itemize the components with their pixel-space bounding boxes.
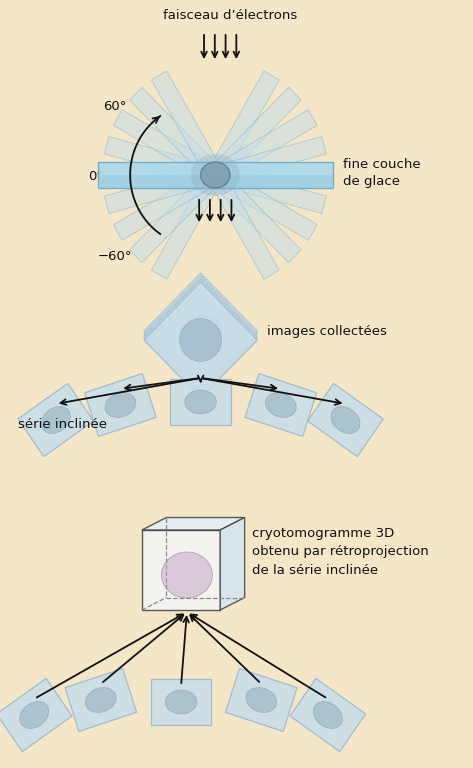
Polygon shape bbox=[114, 110, 317, 240]
Polygon shape bbox=[105, 137, 326, 214]
Polygon shape bbox=[65, 669, 137, 731]
Polygon shape bbox=[18, 383, 94, 457]
Polygon shape bbox=[220, 518, 245, 610]
Text: cryotomogramme 3D
obtenu par rétroprojection
de la série inclinée: cryotomogramme 3D obtenu par rétroprojec… bbox=[253, 528, 429, 577]
Ellipse shape bbox=[180, 319, 221, 361]
Polygon shape bbox=[142, 530, 220, 610]
Ellipse shape bbox=[191, 154, 240, 196]
Polygon shape bbox=[245, 373, 316, 436]
Ellipse shape bbox=[41, 406, 70, 433]
Text: série inclinée: série inclinée bbox=[18, 419, 106, 432]
Polygon shape bbox=[151, 71, 279, 279]
Ellipse shape bbox=[331, 406, 360, 433]
Ellipse shape bbox=[165, 690, 197, 714]
Polygon shape bbox=[0, 678, 72, 752]
Polygon shape bbox=[226, 669, 297, 731]
Text: fine couche
de glace: fine couche de glace bbox=[342, 157, 420, 188]
Ellipse shape bbox=[246, 687, 277, 713]
Polygon shape bbox=[130, 88, 301, 263]
Ellipse shape bbox=[85, 687, 116, 713]
Polygon shape bbox=[170, 379, 231, 425]
Ellipse shape bbox=[161, 552, 212, 598]
Ellipse shape bbox=[265, 392, 296, 418]
Ellipse shape bbox=[105, 392, 136, 418]
Text: 0°: 0° bbox=[88, 170, 103, 184]
Text: 60°: 60° bbox=[103, 101, 126, 114]
Ellipse shape bbox=[180, 313, 221, 356]
Polygon shape bbox=[144, 282, 257, 398]
Polygon shape bbox=[144, 279, 257, 395]
Polygon shape bbox=[105, 137, 326, 214]
Polygon shape bbox=[151, 71, 279, 279]
Polygon shape bbox=[307, 383, 383, 457]
Polygon shape bbox=[290, 678, 366, 752]
Ellipse shape bbox=[201, 162, 230, 188]
Polygon shape bbox=[151, 679, 211, 725]
Polygon shape bbox=[114, 110, 317, 240]
Text: faisceau d’électrons: faisceau d’électrons bbox=[163, 9, 297, 22]
Ellipse shape bbox=[180, 316, 221, 359]
Polygon shape bbox=[142, 518, 245, 530]
Polygon shape bbox=[144, 276, 257, 392]
Polygon shape bbox=[144, 273, 257, 389]
Polygon shape bbox=[98, 162, 333, 188]
Polygon shape bbox=[130, 88, 301, 263]
Ellipse shape bbox=[185, 390, 216, 414]
Text: images collectées: images collectées bbox=[267, 326, 387, 339]
Ellipse shape bbox=[180, 310, 221, 353]
Text: −60°: −60° bbox=[98, 250, 132, 263]
Polygon shape bbox=[85, 373, 156, 436]
Ellipse shape bbox=[20, 701, 49, 729]
Ellipse shape bbox=[313, 701, 342, 729]
Polygon shape bbox=[98, 175, 333, 188]
